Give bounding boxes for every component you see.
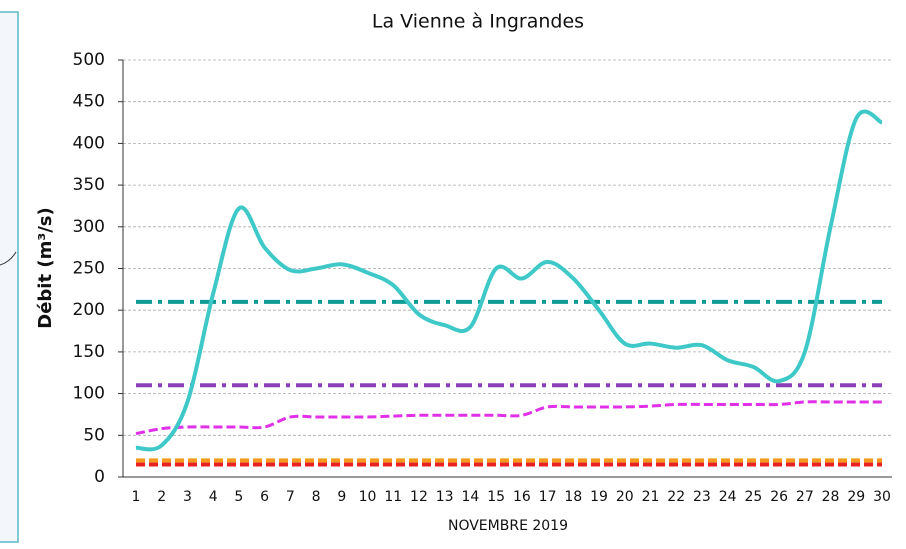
y-tick-label: 500 (73, 50, 105, 70)
y-tick-label: 50 (83, 425, 105, 445)
x-tick-label: 20 (616, 489, 634, 505)
y-tick-label: 300 (73, 217, 105, 237)
x-tick-label: 17 (539, 489, 557, 505)
x-tick-label: 10 (359, 489, 377, 505)
x-tick-label: 28 (822, 489, 840, 505)
y-tick-label: 450 (73, 92, 105, 112)
x-tick-label: 26 (770, 489, 788, 505)
x-tick-label: 2 (157, 489, 166, 505)
y-tick-label: 400 (73, 133, 105, 153)
x-tick-label: 30 (873, 489, 891, 505)
x-tick-label: 22 (667, 489, 685, 505)
x-tick-label: 6 (260, 489, 269, 505)
x-tick-label: 1 (132, 489, 141, 505)
x-tick-label: 27 (796, 489, 814, 505)
series-line (135, 400, 882, 436)
x-tick-label: 8 (312, 489, 321, 505)
x-tick-label: 25 (744, 489, 762, 505)
y-axis-label: Débit (m³/s) (35, 207, 56, 328)
x-tick-label: 21 (642, 489, 660, 505)
x-tick-label: 4 (209, 489, 218, 505)
y-tick-label: 0 (94, 467, 105, 487)
map-border (0, 251, 17, 266)
x-tick-label: 3 (183, 489, 192, 505)
x-tick-label: 24 (719, 489, 737, 505)
series-line (135, 109, 883, 452)
y-tick-label: 100 (73, 384, 105, 404)
map-panel (0, 11, 19, 543)
x-tick-label: 23 (693, 489, 711, 505)
x-tick-label: 9 (337, 489, 346, 505)
x-tick-label: 5 (234, 489, 243, 505)
x-tick-label: 18 (564, 489, 582, 505)
x-axis-label: NOVEMBRE 2019 (448, 518, 568, 534)
y-tick-label: 250 (73, 259, 105, 279)
x-tick-label: 16 (513, 489, 531, 505)
x-tick-label: 12 (410, 489, 428, 505)
x-tick-label: 14 (461, 489, 479, 505)
x-tick-label: 29 (847, 489, 865, 505)
x-tick-label: 19 (590, 489, 608, 505)
x-tick-label: 11 (384, 489, 402, 505)
y-tick-label: 150 (73, 342, 105, 362)
y-tick-label: 350 (73, 175, 105, 195)
x-tick-label: 7 (286, 489, 295, 505)
chart-title: La Vienne à Ingrandes (372, 11, 584, 33)
x-tick-label: 15 (487, 489, 505, 505)
x-tick-label: 13 (436, 489, 454, 505)
y-tick-label: 200 (73, 300, 105, 320)
